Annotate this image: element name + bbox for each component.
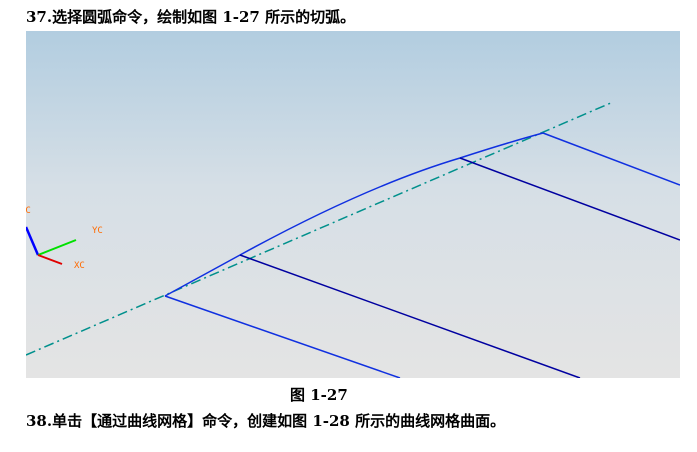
xc-label: XC <box>74 261 85 271</box>
line-1 <box>164 295 401 378</box>
zc-axis <box>26 226 40 256</box>
yc-axis <box>37 239 77 256</box>
line-3 <box>459 157 680 241</box>
zc-label: ZC <box>26 206 31 216</box>
xc-axis <box>37 254 63 265</box>
line-2 <box>239 254 581 378</box>
cad-viewport: ZC YC XC <box>26 31 680 378</box>
line-4 <box>542 132 680 186</box>
centerline <box>26 101 614 356</box>
step-37-heading: 37.选择圆弧命令，绘制如图 1-27 所示的切弧。 <box>26 8 356 26</box>
figure-caption: 图 1-27 <box>290 386 348 404</box>
yc-label: YC <box>92 226 103 236</box>
sketch-drawing: ZC YC XC <box>26 101 680 378</box>
tangent-arc <box>164 132 544 297</box>
step-38-heading: 38.单击【通过曲线网格】命令，创建如图 1-28 所示的曲线网格曲面。 <box>26 412 506 430</box>
